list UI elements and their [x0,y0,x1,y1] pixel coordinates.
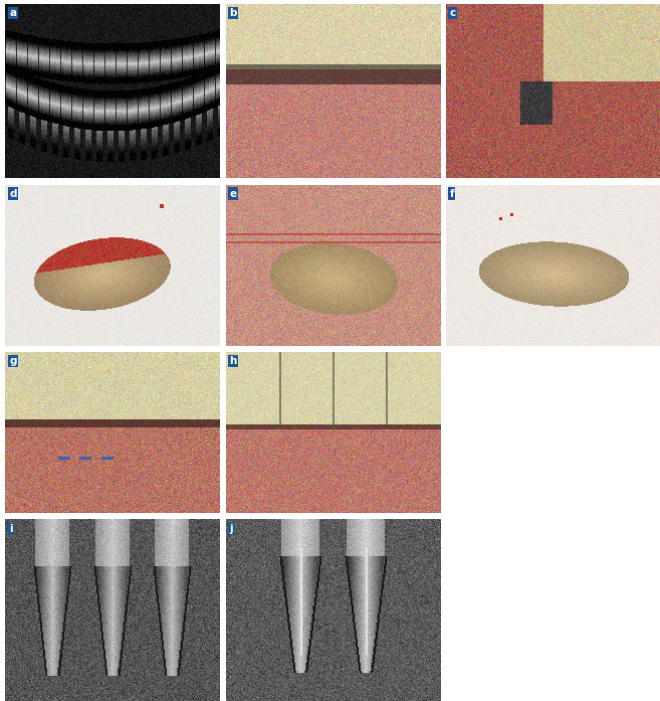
Text: d: d [9,189,16,198]
Text: a: a [9,8,16,18]
Text: i: i [9,524,13,534]
Text: j: j [230,524,233,534]
Text: b: b [230,8,237,18]
Text: g: g [9,356,16,366]
Text: c: c [449,8,456,18]
Text: f: f [449,189,454,198]
Text: e: e [230,189,236,198]
Text: h: h [230,356,237,366]
